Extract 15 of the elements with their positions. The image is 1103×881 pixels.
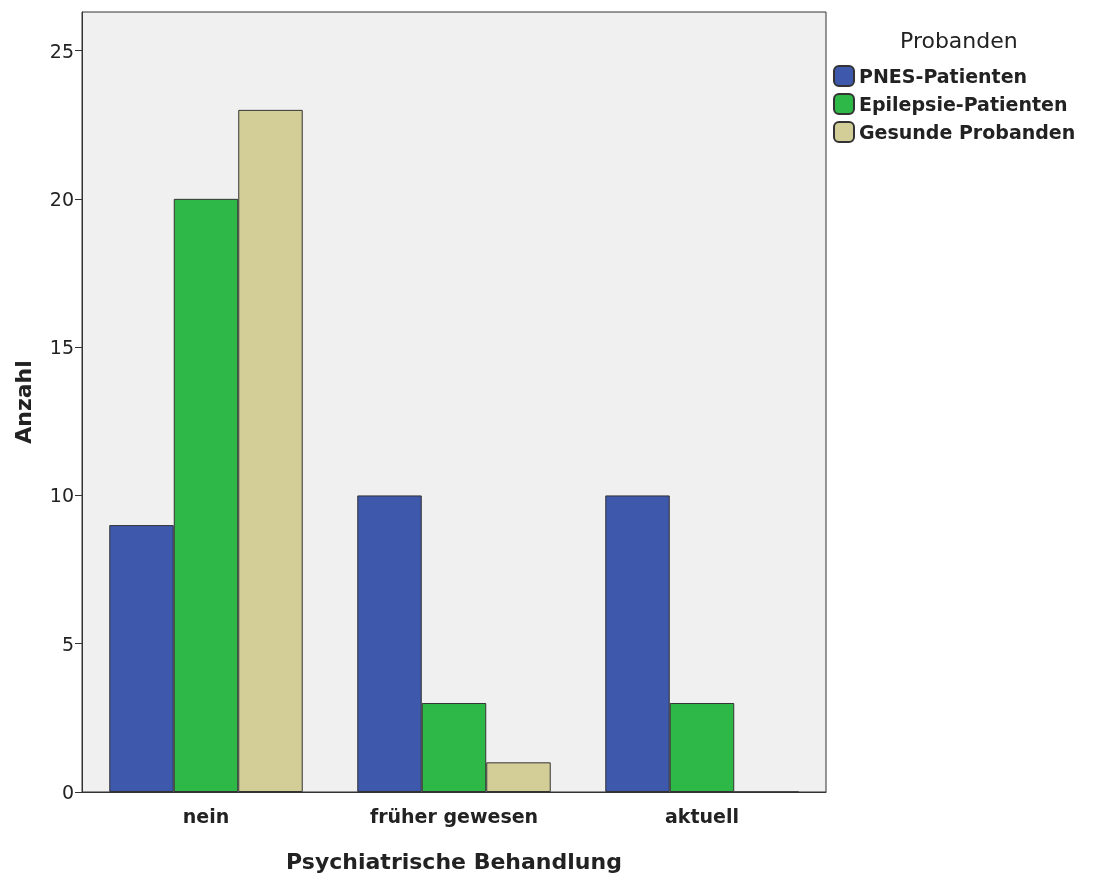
legend-label: Epilepsie-Patienten <box>859 93 1068 115</box>
y-tick-label: 5 <box>61 632 74 655</box>
legend-label: Gesunde Probanden <box>859 121 1076 143</box>
y-tick-label: 15 <box>49 336 74 359</box>
legend-title: Probanden <box>900 27 1018 53</box>
x-axis-title: Psychiatrische Behandlung <box>286 848 622 874</box>
legend-label: PNES-Patienten <box>859 65 1028 87</box>
x-tick-label: aktuell <box>665 804 739 827</box>
y-tick-label: 10 <box>49 484 74 507</box>
x-tick-label: früher gewesen <box>369 804 539 827</box>
y-tick-label: 0 <box>61 781 74 803</box>
y-tick-label: 25 <box>49 39 74 62</box>
y-tick-label: 20 <box>49 187 74 210</box>
x-tick-label: nein <box>182 804 230 827</box>
y-axis-title: Anzahl <box>10 360 36 444</box>
